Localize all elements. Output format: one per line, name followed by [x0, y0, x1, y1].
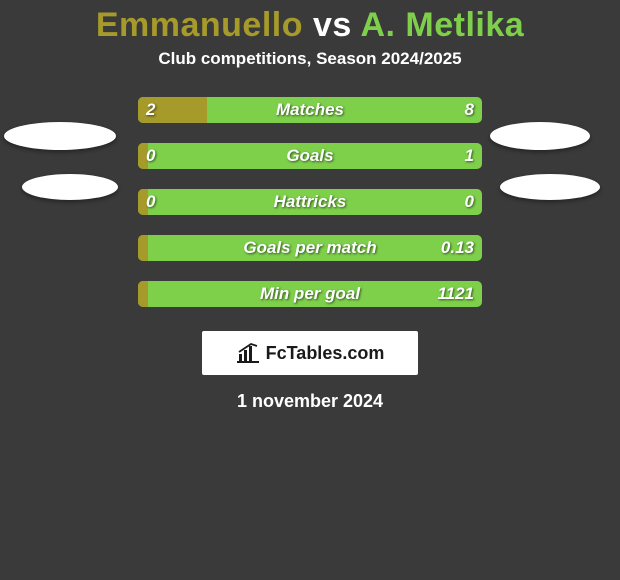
stat-label: Goals: [138, 143, 482, 169]
stat-label: Hattricks: [138, 189, 482, 215]
stat-left-value: 0: [138, 143, 163, 169]
stat-bar: Hattricks0 0: [138, 189, 482, 215]
decorative-ellipse: [490, 122, 590, 150]
page-title: Emmanuello vs A. Metlika: [0, 6, 620, 45]
title-right-name: A. Metlika: [360, 6, 524, 44]
stat-right-value: 0: [457, 189, 482, 215]
stat-left-value: 2: [138, 97, 163, 123]
title-left-name: Emmanuello: [96, 6, 303, 44]
title-vs: vs: [303, 6, 360, 44]
stat-left-value: 0: [138, 189, 163, 215]
stat-right-value: 1121: [429, 281, 482, 307]
bar-chart-icon: [236, 343, 260, 363]
stat-bar: Matches2 8: [138, 97, 482, 123]
fctables-badge: FcTables.com: [202, 331, 418, 375]
badge-text: FcTables.com: [266, 343, 385, 364]
stat-right-value: 8: [457, 97, 482, 123]
subtitle: Club competitions, Season 2024/2025: [0, 49, 620, 69]
stat-label: Matches: [138, 97, 482, 123]
stat-row: Min per goal1121: [0, 271, 620, 317]
stat-bar: Min per goal1121: [138, 281, 482, 307]
decorative-ellipse: [500, 174, 600, 200]
stat-right-value: 1: [457, 143, 482, 169]
stat-bar: Goals0 1: [138, 143, 482, 169]
stat-label: Goals per match: [138, 235, 482, 261]
stat-row: Goals per match0.13: [0, 225, 620, 271]
decorative-ellipse: [22, 174, 118, 200]
decorative-ellipse: [4, 122, 116, 150]
stat-left-value: [138, 235, 154, 261]
stat-bar: Goals per match0.13: [138, 235, 482, 261]
stat-left-value: [138, 281, 154, 307]
date-text: 1 november 2024: [0, 391, 620, 412]
stat-right-value: 0.13: [433, 235, 482, 261]
